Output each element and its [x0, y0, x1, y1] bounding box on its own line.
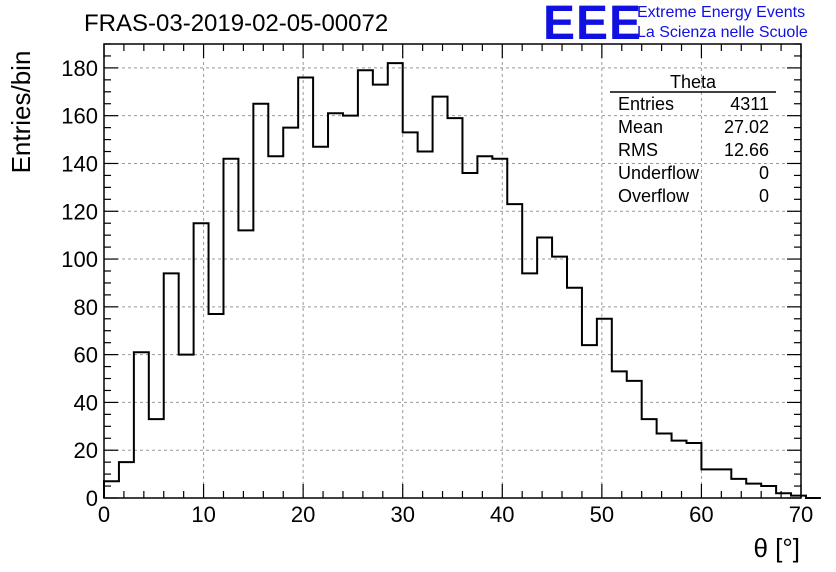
eee-logo: EEE [543, 0, 643, 50]
y-axis-title: Entries/bin [6, 51, 36, 174]
org-name-line1: Extreme Energy Events [637, 4, 806, 21]
stats-value-mean: 27.02 [724, 117, 769, 137]
y-tick-label: 0 [86, 486, 98, 511]
x-tick-label: 20 [291, 502, 315, 527]
stats-value-underflow: 0 [759, 163, 769, 183]
x-tick-label: 70 [789, 502, 813, 527]
stats-box: Theta Entries 4311 Mean 27.02 RMS 12.66 … [610, 72, 776, 206]
y-tick-label: 20 [74, 438, 98, 463]
plot-frame [103, 43, 802, 499]
x-tick-label: 30 [390, 502, 414, 527]
y-tick-label: 80 [74, 295, 98, 320]
x-axis-title: θ [°] [753, 533, 800, 563]
y-tick-label: 160 [61, 104, 98, 129]
x-tick-label: 10 [191, 502, 215, 527]
stats-label-underflow: Underflow [618, 163, 700, 183]
y-tick-label: 40 [74, 390, 98, 415]
tick-labels: 0 10 20 30 40 50 60 70 0 20 40 60 80 100 120 140 160 180 [61, 56, 813, 527]
stats-value-overflow: 0 [759, 186, 769, 206]
x-tick-label: 50 [590, 502, 614, 527]
stats-label-rms: RMS [618, 140, 658, 160]
y-tick-label: 100 [61, 247, 98, 272]
x-tick-label: 60 [689, 502, 713, 527]
org-name-line2: La Scienza nelle Scuole [637, 24, 808, 41]
x-tick-label: 0 [98, 502, 110, 527]
y-tick-label: 60 [74, 343, 98, 368]
ticks-layer [103, 43, 802, 499]
y-tick-label: 180 [61, 56, 98, 81]
y-tick-label: 120 [61, 199, 98, 224]
histogram-title: FRAS-03-2019-02-05-00072 [84, 10, 389, 37]
grid-layer [104, 44, 801, 498]
stats-value-rms: 12.66 [724, 140, 769, 160]
x-tick-label: 40 [490, 502, 514, 527]
stats-value-entries: 4311 [730, 94, 769, 114]
stats-title: Theta [670, 72, 717, 92]
stats-label-entries: Entries [618, 94, 674, 114]
histogram-outline [103, 62, 821, 499]
y-tick-label: 140 [61, 151, 98, 176]
stats-label-overflow: Overflow [618, 186, 690, 206]
stats-label-mean: Mean [618, 117, 663, 137]
